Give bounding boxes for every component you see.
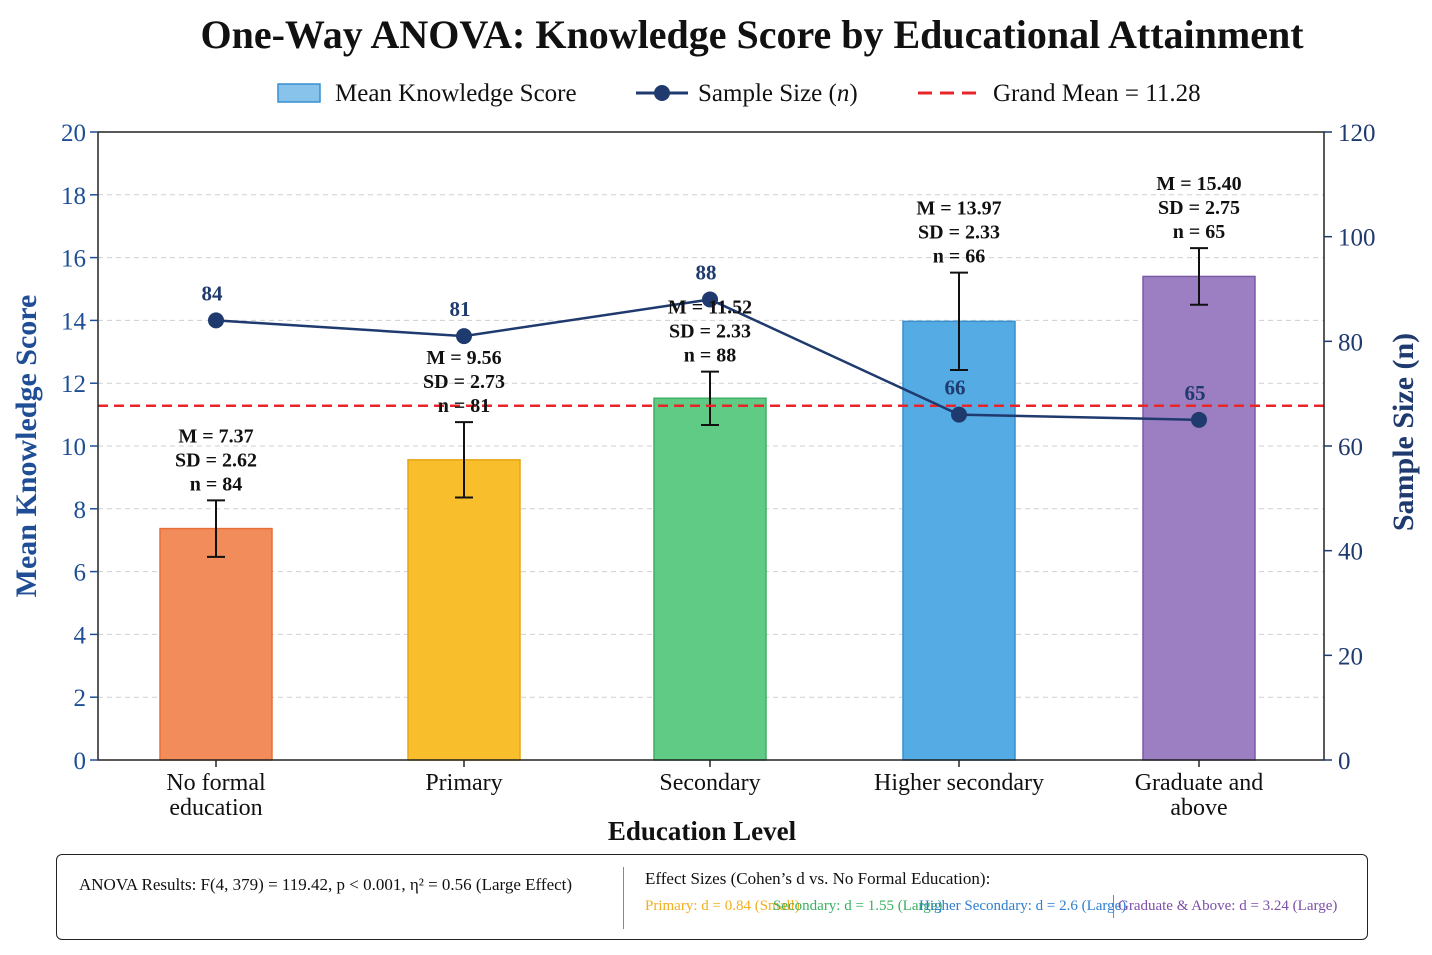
x-tick-label-0-1: education [169, 795, 262, 821]
stats-summary-box: ANOVA Results: F(4, 379) = 119.42, p < 0… [56, 854, 1368, 940]
legend-line-label: Sample Size (n) [698, 80, 858, 107]
y-tick-label-4: 8 [74, 497, 87, 524]
x-axis-label: Education Level [608, 816, 797, 846]
y-tick-label-7: 14 [61, 308, 87, 335]
sample-size-point-1 [456, 328, 472, 345]
legend: Mean Knowledge Score Sample Size (n) Gra… [277, 80, 1201, 107]
y-tick-label-2: 4 [74, 622, 87, 649]
bar-annotation-1-2: n = 81 [438, 395, 491, 417]
x-tick-label-3-0: Higher secondary [874, 770, 1044, 796]
sample-size-point-2 [702, 291, 718, 308]
chart-title: One-Way ANOVA: Knowledge Score by Educat… [200, 12, 1304, 57]
y-axis-right: 0 20 40 60 80 100 120 [1324, 120, 1376, 775]
bar-0 [159, 527, 273, 761]
bars [159, 275, 1256, 761]
anova-results: ANOVA Results: F(4, 379) = 119.42, p < 0… [79, 875, 573, 894]
y-axis-label: Mean Knowledge Score [10, 295, 43, 598]
bar-annotation-0-2: n = 84 [190, 473, 243, 495]
legend-bar-label: Mean Knowledge Score [335, 80, 577, 107]
bar-2 [653, 397, 767, 761]
effect-graduate: Graduate & Above: d = 3.24 (Large) [1113, 895, 1337, 918]
effect-sizes-title: Effect Sizes (Cohen’s d vs. No Formal Ed… [645, 869, 991, 888]
y2-tick-label-2: 40 [1338, 539, 1363, 566]
legend-grand-mean-label: Grand Mean = 11.28 [993, 80, 1201, 107]
bar-annotation-2-1: SD = 2.33 [669, 321, 751, 343]
x-tick-label-1-0: Primary [425, 770, 502, 796]
x-tick-label-0-0: No formal [166, 770, 266, 796]
x-tick-label-4-0: Graduate and [1135, 770, 1264, 796]
legend-bar-swatch [277, 83, 321, 103]
bar-annotation-4-1: SD = 2.75 [1158, 197, 1240, 219]
bar-annotation-4-0: M = 15.40 [1156, 173, 1241, 195]
y-tick-label-6: 12 [61, 371, 86, 398]
sample-size-label-0: 84 [202, 281, 224, 305]
sample-size-point-0 [208, 312, 224, 329]
bar-annotation-1-0: M = 9.56 [426, 347, 501, 369]
bar-annotation-0-1: SD = 2.62 [175, 449, 257, 471]
y-tick-label-5: 10 [61, 434, 86, 461]
y2-axis-label: Sample Size (n) [1387, 333, 1420, 531]
x-tick-label-2-0: Secondary [659, 770, 760, 796]
y-tick-label-0: 0 [74, 748, 87, 775]
y2-tick-label-0: 0 [1338, 748, 1351, 775]
sample-size-series: 84 81 88 66 65 [202, 260, 1207, 428]
bar-annotation-3-2: n = 66 [933, 246, 986, 268]
y-tick-label-8: 16 [61, 246, 86, 273]
sample-size-point-3 [951, 406, 967, 423]
sample-size-label-4: 65 [1185, 381, 1206, 405]
anova-chart: One-Way ANOVA: Knowledge Score by Educat… [10, 12, 1420, 846]
bar-annotation-0-0: M = 7.37 [178, 425, 253, 447]
effect-higher-secondary: Higher Secondary: d = 2.6 (Large) [919, 898, 1127, 914]
y2-tick-label-3: 60 [1338, 434, 1363, 461]
sample-size-label-2: 88 [696, 260, 717, 284]
bar-3 [902, 320, 1016, 761]
y-axis-left: 0 2 4 6 8 10 12 14 16 18 20 [61, 120, 98, 775]
y-tick-label-1: 2 [74, 685, 87, 712]
bar-annotation-3-0: M = 13.97 [916, 198, 1001, 220]
y2-tick-label-6: 120 [1338, 120, 1376, 147]
bar-annotation-1-1: SD = 2.73 [423, 371, 505, 393]
effect-primary: Primary: d = 0.84 (Small) [645, 898, 800, 914]
bar-annotation-2-2: n = 88 [684, 345, 737, 367]
bar-1 [407, 459, 521, 761]
y-tick-label-9: 18 [61, 183, 86, 210]
y-tick-label-3: 6 [74, 560, 87, 587]
bar-4 [1142, 275, 1256, 761]
sample-size-label-1: 81 [450, 297, 471, 321]
y2-tick-label-1: 20 [1338, 643, 1363, 670]
sample-size-point-4 [1191, 411, 1207, 428]
bar-annotation-2-0: M = 11.52 [668, 297, 752, 319]
y2-tick-label-4: 80 [1338, 329, 1363, 356]
x-tick-label-4-1: above [1170, 795, 1227, 821]
y-tick-label-10: 20 [61, 120, 86, 147]
sample-size-label-3: 66 [945, 376, 966, 400]
error-bars [207, 247, 1208, 558]
bar-annotation-4-2: n = 65 [1173, 221, 1226, 243]
box-divider [623, 867, 624, 929]
bar-annotation-3-1: SD = 2.33 [918, 222, 1000, 244]
y2-tick-label-5: 100 [1338, 225, 1376, 252]
effect-secondary: Secondary: d = 1.55 (Large) [773, 898, 943, 914]
legend-line-marker [654, 85, 670, 101]
